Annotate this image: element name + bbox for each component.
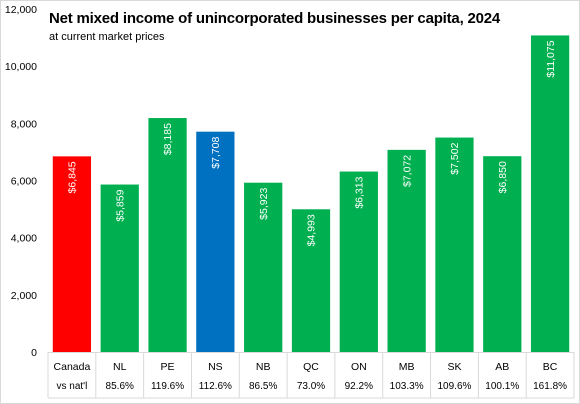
data-label-sk: $7,502	[449, 142, 461, 174]
bar-sk	[435, 137, 474, 352]
data-label-nb: $5,923	[258, 188, 270, 220]
table-row-label: vs nat'l	[57, 381, 88, 392]
table-row-value: 92.2%	[345, 381, 373, 392]
data-label-canada: $6,845	[67, 161, 79, 193]
chart-title: Net mixed income of unincorporated busin…	[49, 10, 501, 27]
y-tick-label: 12,000	[5, 4, 37, 16]
table-row-value: 112.6%	[199, 381, 232, 392]
bar-bc	[530, 35, 570, 353]
bar-nl	[100, 184, 139, 352]
category-label: NB	[256, 361, 271, 373]
y-tick-label: 0	[31, 347, 37, 359]
category-label: NS	[208, 361, 223, 373]
bar-canada	[52, 156, 92, 352]
data-label-qc: $4,993	[306, 214, 318, 246]
category-label: QC	[303, 361, 319, 373]
category-label: NL	[113, 361, 127, 373]
bar-nb	[244, 182, 283, 352]
table-row-value: 119.6%	[151, 381, 184, 392]
y-tick-label: 4,000	[11, 233, 37, 245]
bar-on	[339, 171, 378, 352]
bar-qc	[291, 209, 331, 352]
table-row-value: 100.1%	[485, 381, 519, 392]
table-row-value: 85.6%	[106, 381, 134, 392]
y-tick-label: 10,000	[5, 61, 37, 73]
category-label: SK	[447, 361, 461, 373]
bar-mb	[387, 149, 426, 352]
table-row-value: 161.8%	[533, 381, 567, 392]
table-row-value: 109.6%	[437, 381, 471, 392]
data-label-mb: $7,072	[401, 155, 413, 187]
data-label-pe: $8,185	[162, 123, 174, 155]
y-tick-label: 6,000	[11, 176, 37, 188]
table-row-value: 86.5%	[249, 381, 277, 392]
table-row-value: 73.0%	[297, 381, 325, 392]
data-label-nl: $5,859	[114, 189, 126, 221]
data-label-ns: $7,708	[210, 137, 222, 169]
data-label-on: $6,313	[353, 176, 365, 208]
category-label: MB	[399, 361, 415, 373]
category-label: PE	[161, 361, 175, 373]
data-label-ab: $6,850	[497, 161, 509, 193]
y-tick-label: 8,000	[11, 118, 37, 130]
chart-subtitle: at current market prices	[49, 31, 165, 43]
category-label: Canada	[54, 361, 91, 373]
category-label: ON	[351, 361, 367, 373]
category-label: BC	[543, 361, 558, 373]
category-label: AB	[495, 361, 509, 373]
bar-ab	[483, 156, 522, 352]
data-label-bc: $11,075	[545, 40, 557, 77]
bar-ns	[196, 131, 235, 352]
y-tick-label: 2,000	[11, 290, 37, 302]
table-row-value: 103.3%	[390, 381, 424, 392]
bar-pe	[148, 118, 187, 353]
